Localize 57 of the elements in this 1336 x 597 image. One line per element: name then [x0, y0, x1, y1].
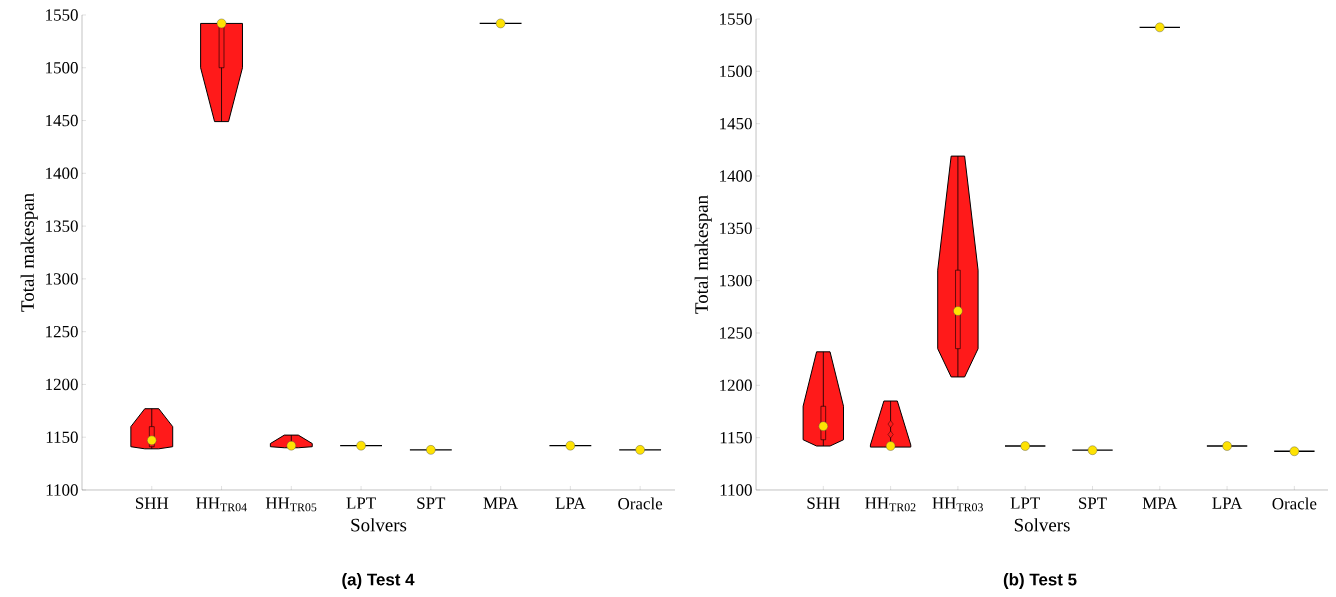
- y-tick-label: 1250: [46, 325, 78, 338]
- y-tick-label: 1300: [720, 274, 752, 287]
- y-tick-label: 1400: [46, 167, 78, 180]
- x-tick-label: HH$_{TR05}$: [265, 497, 317, 512]
- y-tick-label: 1150: [720, 431, 752, 444]
- y-tick-label: 1500: [720, 65, 752, 78]
- y-tick-label: 1200: [720, 379, 752, 392]
- point: [1222, 441, 1232, 451]
- y-tick-label: 1550: [720, 13, 752, 25]
- point: [1289, 446, 1300, 456]
- x-axis-title: Solvers: [1014, 518, 1070, 532]
- x-tick-label: LPA: [555, 497, 586, 509]
- point: [495, 18, 506, 29]
- x-tick-label: SHH: [807, 497, 840, 509]
- x-tick-label: HH$_{TR04}$: [196, 497, 247, 512]
- point: [1087, 445, 1098, 455]
- y-axis-title: Total makespan: [20, 193, 38, 312]
- point: [1020, 441, 1030, 451]
- y-tick-label: 1200: [46, 378, 78, 391]
- point: [147, 435, 157, 446]
- x-tick-label: SHH: [135, 497, 169, 509]
- y-tick-label: 1350: [46, 220, 78, 232]
- y-tick-label: 1150: [46, 431, 78, 443]
- y-tick-label: 1100: [46, 484, 78, 496]
- x-tick-label: LPT: [346, 497, 376, 509]
- y-axis-title: Total makespan: [694, 195, 712, 314]
- x-tick-label: LPT: [1010, 497, 1040, 509]
- y-tick-label: 1500: [46, 62, 78, 74]
- y-tick-label: 1400: [720, 170, 752, 182]
- x-tick-label: Oracle: [1272, 497, 1317, 510]
- x-tick-label: HH$_{TR02}$: [865, 497, 916, 512]
- point: [426, 445, 436, 455]
- y-tick-label: 1450: [46, 114, 78, 127]
- y-tick-label: 1450: [720, 117, 752, 130]
- text: (a) Test 4: [342, 573, 415, 589]
- text: (b) Test 5: [1003, 573, 1077, 589]
- x-tick-label: SPT: [417, 497, 446, 509]
- x-tick-label: MPA: [1142, 497, 1178, 509]
- y-tick-label: 1550: [46, 9, 78, 21]
- y-tick-label: 1250: [720, 327, 752, 339]
- point: [356, 440, 366, 451]
- x-tick-label: HH$_{TR03}$: [932, 497, 983, 512]
- point: [216, 18, 227, 29]
- point: [635, 445, 645, 455]
- point: [818, 421, 829, 431]
- x-tick-label: SPT: [1079, 497, 1107, 509]
- point: [1155, 22, 1165, 33]
- y-tick-label: 1300: [46, 273, 78, 285]
- point: [953, 306, 963, 316]
- x-tick-label: MPA: [483, 497, 519, 509]
- point: [286, 440, 297, 451]
- x-axis-title: Solvers: [351, 518, 407, 532]
- y-tick-label: 1100: [720, 484, 752, 496]
- x-tick-label: LPA: [1212, 497, 1243, 509]
- y-tick-label: 1350: [720, 222, 752, 235]
- point: [565, 440, 576, 451]
- x-tick-label: Oracle: [618, 497, 663, 510]
